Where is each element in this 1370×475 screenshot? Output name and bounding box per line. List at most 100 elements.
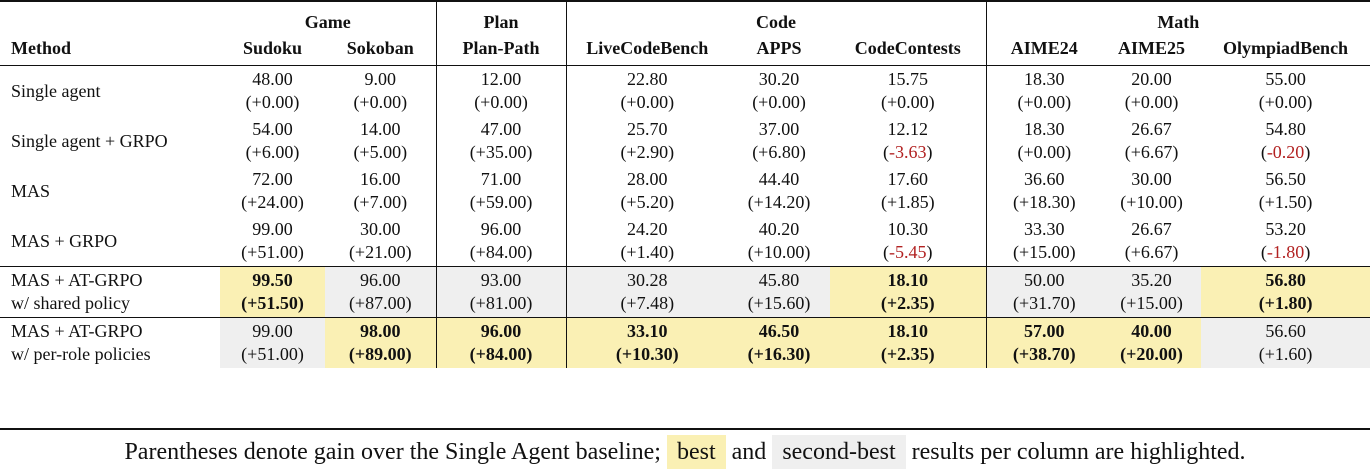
cell-value: 50.00	[1024, 270, 1065, 290]
cell-gain-text: (+0.00)	[1258, 92, 1313, 112]
cell-gain-text: (+5.00)	[353, 142, 408, 162]
cell-value: 40.00	[1131, 321, 1172, 341]
table-row: Single agent 48.00 (+0.00) 9.00 (+0.00) 12.00…	[0, 65, 1370, 117]
cell-gain-text: (+0.00)	[353, 92, 408, 112]
cell-gain-text: (+5.20)	[620, 192, 675, 212]
cell-gain: (+0.00)	[325, 91, 436, 114]
cell-gain: (+16.30)	[728, 343, 830, 366]
cell-gain: (+51.00)	[220, 241, 325, 264]
group-header-empty	[0, 1, 220, 34]
table-cell: 30.20 (+0.00)	[728, 66, 830, 117]
cell-value: 20.00	[1131, 69, 1172, 89]
cell-gain: (+14.20)	[728, 191, 830, 214]
cell-value: 56.60	[1265, 321, 1306, 341]
cell-gain-text: (+31.70)	[1012, 293, 1076, 313]
cell-value: 35.20	[1131, 270, 1172, 290]
cell-gain: (+18.30)	[987, 191, 1103, 214]
cell-gain: (+2.35)	[830, 343, 986, 366]
cell-gain: (+38.70)	[987, 343, 1103, 366]
cell-gain-negative: -3.63	[889, 142, 927, 162]
cell-value: 30.20	[758, 69, 800, 89]
cell-gain: (+7.00)	[325, 191, 436, 214]
row-label-text: Single agent + GRPO	[11, 130, 168, 151]
cell-value: 24.20	[627, 219, 668, 239]
cell-gain-text: (+10.30)	[615, 344, 679, 364]
cell-gain: (+1.60)	[1201, 343, 1370, 366]
table-cell: 45.80 (+15.60)	[728, 266, 831, 318]
col-header-olympiadbench: OlympiadBench	[1223, 37, 1349, 58]
cell-gain-text: (+2.35)	[880, 344, 935, 364]
cell-gain-text: (+35.00)	[469, 142, 533, 162]
cell-gain: (+51.00)	[220, 343, 325, 366]
table-cell: 24.20 (+1.40)	[565, 216, 729, 267]
table-cell: 53.20 (-1.80)	[1201, 216, 1370, 267]
cell-value: 12.12	[887, 119, 929, 139]
cell-gain-text: (+38.70)	[1012, 344, 1076, 364]
cell-gain: (+6.80)	[728, 141, 830, 164]
table-cell: 33.30 (+15.00)	[985, 216, 1103, 267]
cell-gain-close: )	[1304, 142, 1311, 162]
table-bottom-rule	[0, 428, 1370, 430]
cell-gain: (+15.00)	[1102, 292, 1201, 315]
cell-gain-text: (+6.00)	[245, 142, 300, 162]
cell-gain-text: (	[883, 242, 890, 262]
row-label-text: MAS	[11, 180, 51, 201]
row-label-text: Single agent	[11, 80, 101, 101]
table-cell: 99.50 (+51.50)	[220, 266, 325, 318]
cell-gain: (+0.00)	[567, 91, 729, 114]
cell-value: 18.10	[887, 270, 929, 290]
cell-gain: (+0.00)	[728, 91, 830, 114]
cell-gain-text: (+51.00)	[241, 344, 304, 364]
cell-value: 54.00	[252, 119, 293, 139]
table-cell: 57.00 (+38.70)	[985, 317, 1103, 368]
cell-value: 33.30	[1024, 219, 1065, 239]
cell-value: 72.00	[252, 169, 293, 189]
cell-gain-text: (+1.40)	[620, 242, 675, 262]
cell-value: 96.00	[480, 219, 522, 239]
caption-second-best-swatch: second-best	[772, 435, 906, 469]
row-label: MAS + AT-GRPO w/ shared policy	[0, 266, 220, 318]
cell-gain: (+0.00)	[1102, 91, 1201, 114]
cell-gain: (+1.85)	[830, 191, 986, 214]
group-header-game: Game	[304, 11, 351, 32]
cell-gain-text: (+59.00)	[469, 192, 533, 212]
table-cell: 18.10 (+2.35)	[830, 266, 987, 318]
cell-gain: (-3.63)	[830, 141, 986, 164]
col-header-codecontests: CodeContests	[854, 37, 961, 58]
cell-value: 37.00	[758, 119, 800, 139]
cell-gain: (+10.00)	[1102, 191, 1201, 214]
cell-gain: (+5.20)	[567, 191, 729, 214]
cell-value: 12.00	[480, 69, 522, 89]
table-cell: 18.30 (+0.00)	[985, 65, 1103, 116]
table-cell: 99.00 (+51.00)	[220, 216, 325, 267]
cell-gain-text: (+10.00)	[1120, 192, 1183, 212]
cell-gain: (+21.00)	[325, 241, 436, 264]
cell-gain-text: (+0.00)	[1017, 142, 1072, 162]
cell-value: 16.00	[360, 169, 401, 189]
cell-gain: (+59.00)	[437, 191, 566, 214]
cell-gain: (+31.70)	[987, 292, 1103, 315]
table-cell: 93.00 (+81.00)	[435, 266, 567, 318]
cell-value: 96.00	[360, 270, 401, 290]
row-label-subtext: w/ shared policy	[11, 293, 130, 313]
cell-gain: (+20.00)	[1102, 343, 1201, 366]
cell-gain: (+10.30)	[567, 343, 729, 366]
group-header-code: Code	[565, 1, 987, 34]
cell-gain-text: (+6.67)	[1124, 142, 1179, 162]
cell-value: 55.00	[1265, 69, 1306, 89]
cell-gain-text: (+0.00)	[620, 92, 675, 112]
row-label-text: MAS + AT-GRPO	[11, 321, 143, 341]
cell-value: 46.50	[758, 321, 800, 341]
col-header-apps: APPS	[756, 37, 802, 58]
cell-gain: (+1.50)	[1201, 191, 1370, 214]
cell-gain-text: (+0.00)	[1017, 92, 1072, 112]
cell-gain-text: (+89.00)	[348, 344, 412, 364]
cell-gain-text: (+15.00)	[1120, 293, 1183, 313]
table-cell: 44.40 (+14.20)	[728, 166, 830, 216]
cell-gain: (+7.48)	[567, 292, 729, 315]
cell-gain-text: (	[883, 142, 890, 162]
cell-value: 53.20	[1265, 219, 1306, 239]
cell-gain-close: )	[926, 142, 933, 162]
table-cell: 16.00 (+7.00)	[325, 166, 436, 216]
cell-gain-negative: -1.80	[1266, 242, 1305, 262]
